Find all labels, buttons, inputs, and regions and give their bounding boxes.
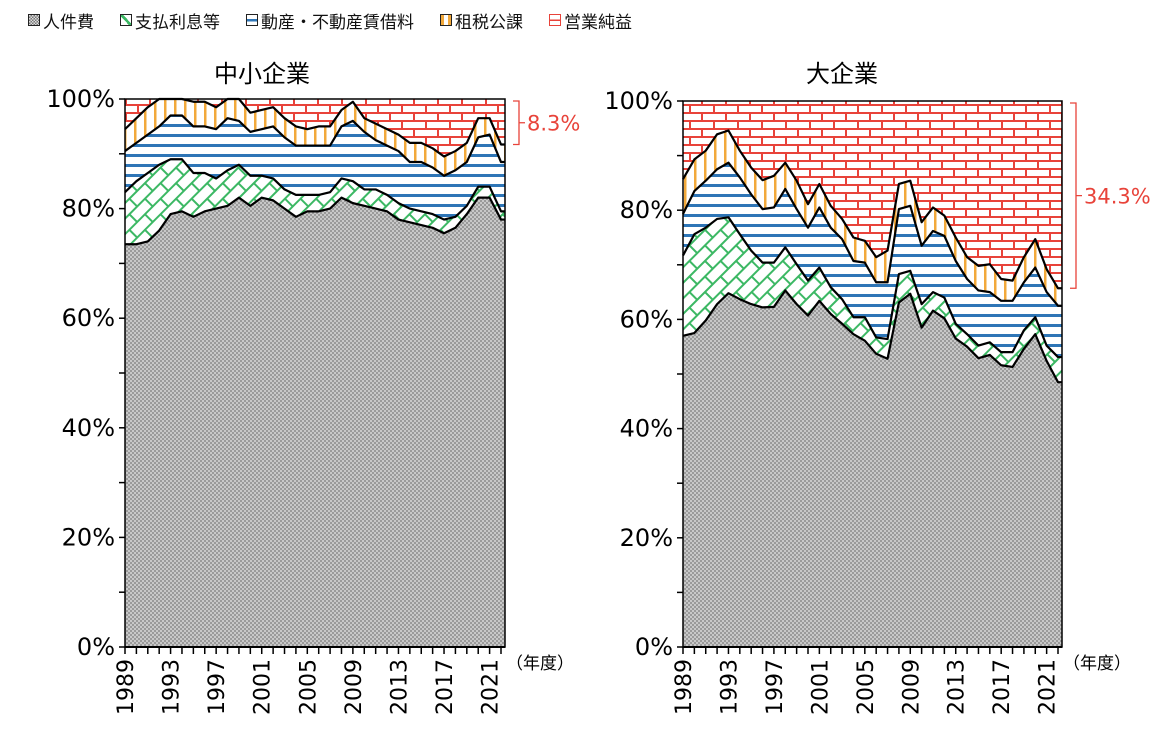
y-tick-label: 80% (620, 196, 673, 224)
area-interest (125, 159, 505, 245)
boundary-line-rent (124, 114, 505, 177)
legend-item-tax: 租税公課 (440, 8, 523, 33)
area-rent (125, 115, 505, 220)
x-tick-label: 1989 (672, 659, 697, 715)
x-tick-label: 2013 (945, 659, 970, 715)
legend-label: 租税公課 (455, 12, 523, 33)
x-tick-label: 2017 (433, 659, 458, 715)
y-tick-label: 0% (635, 633, 673, 661)
annotation-label: 8.3% (527, 112, 580, 136)
chart-panel-1: 0% 20% 40% 60% 80% 100% 1989 1993 1997 2001 2005 20… (46, 60, 580, 715)
legend-label: 人件費 (43, 12, 94, 33)
y-tick-label: 80% (62, 195, 115, 223)
orange-stripes-swatch-icon (440, 14, 452, 26)
legend-label: 営業純益 (564, 12, 632, 33)
y-tick-label: 100% (46, 85, 115, 113)
y-tick-label: 0% (77, 633, 115, 661)
y-tick-label: 60% (62, 304, 115, 332)
legend-label: 支払利息等 (135, 12, 220, 33)
chart-title: 大企業 (806, 60, 878, 88)
chart-panel-2: 0% 20% 40% 60% 80% 100% 1989 1993 1997 2001 2005 20… (604, 60, 1150, 715)
x-tick-label: 1993 (160, 659, 185, 715)
blue-stripes-swatch-icon (246, 14, 258, 26)
x-tick-label: 2021 (1036, 659, 1061, 715)
legend-item-interest: 支払利息等 (120, 8, 220, 33)
annotation-bracket (513, 100, 525, 146)
x-tick-label: 1997 (763, 659, 788, 715)
y-tick-label: 100% (604, 87, 673, 115)
legend-item-profit: 営業純益 (549, 8, 632, 33)
x-tick-label: 2005 (296, 659, 321, 715)
x-tick-label: 1997 (205, 659, 230, 715)
area-profit (683, 101, 1062, 289)
boundary-line-personnel (682, 289, 1062, 384)
y-tick-label: 40% (620, 415, 673, 443)
boundary-line-rent (682, 161, 1062, 307)
x-tick-label: 2021 (479, 659, 504, 715)
x-tick-label: 2017 (990, 659, 1015, 715)
area-tax (125, 99, 505, 176)
area-personnel (683, 290, 1062, 647)
annotation-bracket (1070, 102, 1082, 289)
y-tick-label: 40% (62, 414, 115, 442)
x-tick-label: 1993 (717, 659, 742, 715)
boundary-line-personnel (125, 196, 505, 246)
x-tick-label: 2005 (854, 659, 879, 715)
x-axis-unit-label: （年度） (1063, 654, 1131, 674)
y-tick-label: 20% (62, 523, 115, 551)
x-tick-label: 2009 (899, 659, 924, 715)
area-tax (683, 130, 1062, 306)
x-tick-label: 2009 (342, 659, 367, 715)
boundary-line-interest (682, 216, 1062, 359)
y-tick-label: 20% (620, 524, 673, 552)
area-personnel (125, 197, 505, 647)
chart-title: 中小企業 (214, 60, 310, 88)
x-tick-label: 2001 (808, 659, 833, 715)
annotation-label: 34.3% (1084, 185, 1151, 209)
x-tick-label: 2013 (387, 659, 412, 715)
red-bricks-swatch-icon (549, 14, 561, 26)
green-crosshatch-swatch-icon (120, 14, 132, 26)
gray-checker-swatch-icon (28, 14, 40, 26)
boundary-line-interest (124, 158, 505, 221)
legend: 人件費 支払利息等 動産・不動産賃借料 租税公課 営業純益 (28, 6, 658, 34)
y-tick-label: 60% (620, 305, 673, 333)
legend-label: 動産・不動産賃借料 (261, 12, 414, 33)
legend-item-personnel: 人件費 (28, 8, 94, 33)
x-tick-label: 1989 (114, 659, 139, 715)
x-tick-label: 2001 (251, 659, 276, 715)
x-axis-unit-label: （年度） (506, 654, 574, 674)
boundary-line-tax (682, 129, 1062, 290)
boundary-line-tax (124, 97, 505, 158)
area-rent (683, 162, 1062, 358)
legend-item-rent: 動産・不動産賃借料 (246, 8, 414, 33)
